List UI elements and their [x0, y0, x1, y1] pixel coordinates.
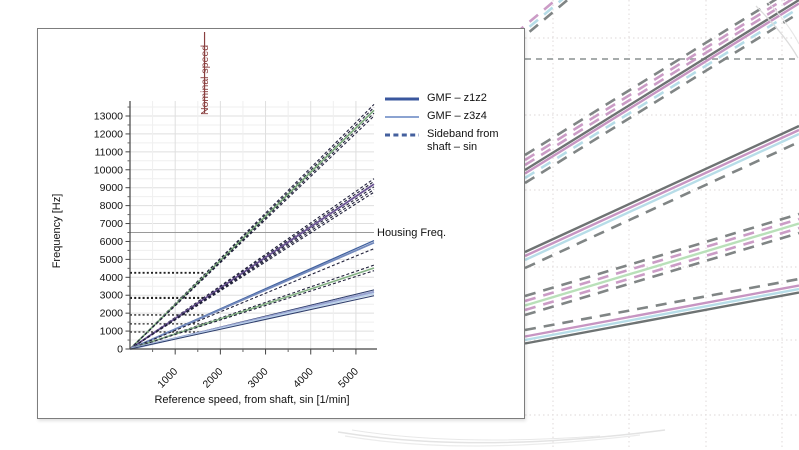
y-tick-label: 1000 — [100, 326, 124, 338]
decor-bundle-corner — [514, 0, 570, 45]
legend-swatch-solid-dark-icon — [385, 97, 419, 101]
x-tick-label: 4000 — [291, 366, 316, 391]
y-tick-label: 6000 — [100, 236, 124, 248]
legend-label: GMF – z3z4 — [427, 109, 487, 122]
y-tick-label: 3000 — [100, 290, 124, 302]
y-tick-label: 9000 — [100, 182, 124, 194]
decor-bundle-1 — [524, 0, 799, 185]
y-axis-title: Frequency [Hz] — [51, 194, 63, 269]
x-tick-label: 1000 — [155, 366, 180, 391]
legend-swatch-dashed-icon — [385, 133, 419, 136]
legend-item-sideband: Sideband from shaft – sin — [384, 128, 520, 156]
legend-label: GMF – z1z2 — [427, 92, 487, 104]
legend-item-gmf-z1z2: GMF – z1z2 — [384, 92, 520, 106]
reference-lines — [130, 32, 374, 234]
decor-grid — [525, 0, 799, 450]
legend-label: Sideband from shaft – sin — [427, 127, 499, 154]
y-tick-label: 10000 — [94, 164, 123, 176]
corner-curve-decoration — [755, 1, 799, 59]
decor-bundle-4 — [524, 277, 799, 345]
x-tick-label: 5000 — [336, 366, 361, 391]
y-tick-label: 11000 — [95, 146, 124, 158]
x-axis-title: Reference speed, from shaft, sin [1/min] — [154, 394, 349, 406]
chart-legend: GMF – z1z2 GMF – z3z4 Sideband from shaf… — [384, 92, 520, 159]
y-tick-label: 4000 — [100, 272, 124, 284]
decor-bundle-3 — [524, 212, 799, 317]
y-tick-label: 8000 — [100, 200, 124, 212]
swoosh-decoration — [337, 429, 666, 447]
y-tick-label: 0 — [117, 344, 123, 356]
x-tick-label: 3000 — [246, 366, 271, 391]
y-tick-label: 12000 — [94, 128, 123, 140]
decor-bundle-2 — [524, 124, 799, 270]
y-tick-label: 7000 — [100, 218, 124, 230]
chart-panel: 0 1000 2000 3000 4000 5000 6000 7000 8000 9000 100… — [37, 28, 525, 419]
y-tick-label: 5000 — [100, 254, 124, 266]
x-tick-label: 2000 — [200, 366, 225, 391]
housing-freq-label: Housing Freq. — [377, 227, 446, 239]
y-tick-label: 13000 — [94, 111, 123, 123]
legend-swatch-solid-light-icon — [385, 115, 419, 118]
frequency-vs-speed-chart: 0 1000 2000 3000 4000 5000 6000 7000 8000 9000 100… — [51, 32, 446, 406]
legend-item-gmf-z3z4: GMF – z3z4 — [384, 110, 520, 124]
y-tick-label: 2000 — [100, 308, 124, 320]
frequency-line-bundles — [129, 103, 375, 351]
nominal-speed-label: Nominal speed — [199, 45, 211, 115]
